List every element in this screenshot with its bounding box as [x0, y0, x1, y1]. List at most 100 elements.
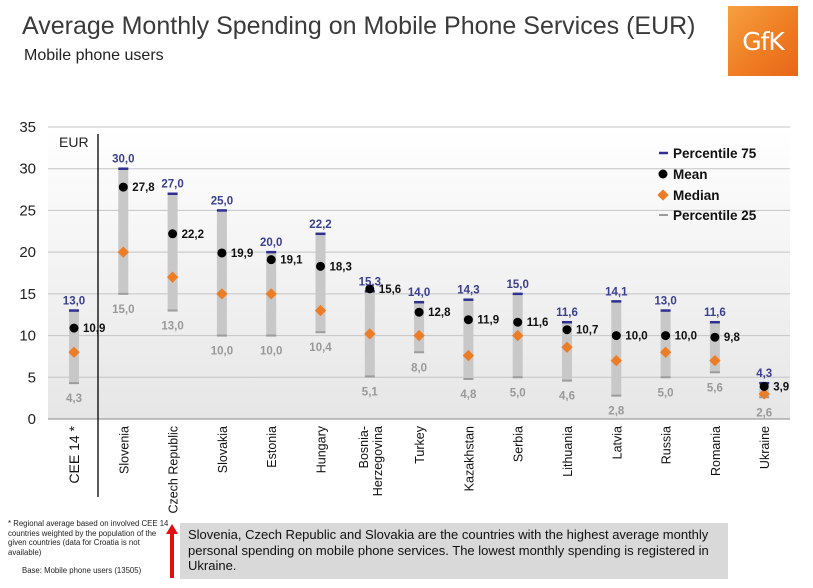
x-tick-label-group: Bosnia- Herzegovina: [357, 426, 385, 496]
x-tick-label-group: Turkey: [413, 425, 427, 463]
range-bar: [414, 302, 425, 353]
chart-title: Average Monthly Spending on Mobile Phone…: [22, 12, 696, 40]
legend-symbol: [657, 189, 669, 201]
percentile-25-label: 15,0: [112, 304, 134, 316]
percentile-75-label: 27,0: [161, 179, 183, 191]
mean-marker: [611, 331, 621, 341]
y-axis: 0 5 10 15 20 25 30 35 EUR: [19, 119, 99, 497]
median-marker: [462, 349, 475, 362]
percentile-75-label: 15,0: [507, 279, 529, 291]
x-tick-label: Latvia: [610, 426, 624, 459]
x-tick-label: Slovenia: [117, 426, 131, 474]
x-tick-label-group: Romania: [709, 426, 723, 476]
x-tick-label: Hungary: [315, 425, 329, 473]
mean-label: 18,3: [330, 261, 352, 273]
percentile-25-label: 10,0: [260, 346, 282, 358]
x-tick-label-group: Lithuania: [561, 426, 575, 477]
median-marker: [659, 346, 672, 358]
percentile-75-label: 11,6: [704, 307, 726, 319]
x-axis-labels: CEE 14 * Slovenia Czech Republic Slovakia Es…: [66, 425, 772, 513]
mean-label: 10,0: [675, 331, 697, 343]
footnote: * Regional average based on involved CEE…: [8, 519, 169, 557]
mean-marker: [710, 332, 720, 342]
x-tick-label-group: Kazakhstan: [462, 426, 476, 491]
mean-marker: [463, 315, 473, 325]
x-tick-label-group: Serbia: [512, 426, 526, 462]
range-bar: [118, 168, 129, 294]
median-marker: [166, 271, 179, 283]
y-axis-unit-label: EUR: [59, 134, 89, 150]
legend-mean: Mean: [658, 167, 708, 182]
x-tick-label: Bosnia-: [357, 426, 371, 468]
mean-label: 10,9: [83, 323, 105, 335]
median-marker: [216, 288, 228, 300]
mean-label: 10,7: [576, 325, 598, 337]
mean-label: 19,1: [280, 255, 303, 267]
x-tick-label: Kazakhstan: [462, 426, 476, 491]
legend-label: Median: [673, 188, 720, 203]
x-tick-label: Russia: [660, 426, 674, 464]
range-bar: [463, 299, 474, 379]
x-tick-label-group: Latvia: [610, 426, 624, 459]
up-arrow-icon: [166, 524, 178, 578]
median-marker: [561, 341, 573, 353]
percentile-25-label: 10,0: [211, 346, 233, 358]
range-bar: [611, 301, 622, 396]
median-marker: [413, 329, 425, 342]
percentile-75-label: 14,0: [408, 287, 430, 299]
median-marker: [512, 329, 524, 342]
percentile-25-label: 5,1: [362, 386, 379, 398]
x-tick-label: Lithuania: [561, 426, 575, 477]
x-tick-label: Romania: [709, 426, 723, 476]
x-tick-label: Turkey: [413, 425, 427, 463]
x-tick-label: Herzegovina: [371, 426, 385, 496]
mean-label: 12,8: [428, 307, 451, 319]
legend-percentile-75: Percentile 75: [659, 146, 757, 161]
x-tick-label: Ukraine: [758, 426, 772, 469]
x-tick-label: Serbia: [512, 426, 526, 462]
median-marker: [610, 354, 622, 367]
mean-label: 15,6: [379, 284, 401, 296]
percentile-75-label: 13,0: [63, 296, 85, 308]
mean-label: 22,2: [182, 229, 204, 241]
percentile-75-label: 22,2: [309, 219, 331, 231]
chart-subtitle: Mobile phone users: [24, 47, 164, 64]
mean-label: 11,6: [527, 317, 549, 329]
x-tick-label-group: CEE 14 *: [66, 425, 82, 483]
range-bar: [216, 210, 227, 336]
x-tick-label-group: Hungary: [315, 425, 329, 473]
percentile-25-label: 4,8: [460, 389, 477, 401]
percentile-25-label: 4,6: [559, 391, 575, 403]
gfk-logo: GfK: [728, 6, 798, 76]
range-bar: [315, 233, 326, 333]
x-tick-label: Estonia: [265, 426, 279, 468]
percentile-75-label: 14,1: [605, 286, 628, 298]
mean-marker: [759, 381, 769, 391]
percentile-75-label: 11,6: [556, 307, 578, 319]
x-tick-label-group: Slovenia: [117, 426, 131, 474]
mean-label: 19,9: [231, 248, 253, 260]
percentile-25-label: 10,4: [309, 342, 332, 354]
y-tick-label: 25: [19, 202, 36, 219]
x-tick-label-group: Slovakia: [216, 426, 230, 473]
percentile-25-label: 5,6: [707, 382, 723, 394]
mean-label: 11,9: [477, 315, 499, 327]
median-marker: [265, 288, 277, 300]
mean-marker: [118, 182, 128, 192]
mean-label: 10,0: [625, 331, 647, 343]
legend-label: Percentile 25: [673, 208, 757, 223]
x-tick-label-group: Estonia: [265, 426, 279, 468]
median-marker: [364, 328, 376, 340]
mean-label: 3,9: [773, 381, 789, 393]
y-tick-label: 20: [19, 244, 36, 261]
legend-median: Median: [657, 188, 720, 203]
range-bar: [167, 193, 178, 311]
logo-text: GfK: [742, 26, 785, 56]
percentile-25-label: 5,0: [510, 387, 526, 399]
mean-marker: [168, 229, 178, 239]
y-tick-label: 15: [19, 286, 36, 303]
base-note: Base: Mobile phone users (13505): [22, 566, 142, 575]
percentile-75-label: 25,0: [211, 195, 233, 207]
mean-marker: [217, 248, 227, 258]
